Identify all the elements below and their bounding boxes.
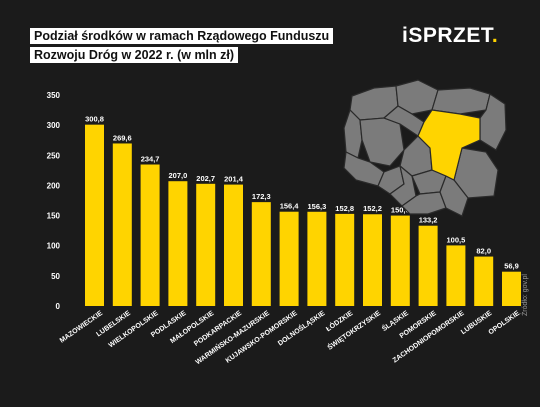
chart-title-line-1: Podział środków w ramach Rządowego Fundu… (30, 28, 334, 44)
map-region-wielkopolskie (359, 117, 405, 167)
data-label: 300,8 (85, 115, 104, 124)
y-tick-label: 0 (56, 302, 61, 311)
data-label: 56,9 (504, 262, 519, 271)
y-tick-label: 300 (47, 121, 61, 130)
bar (112, 143, 132, 306)
data-label: 201,4 (224, 175, 244, 184)
x-tick-label: ŚWIĘTOKRZYSKIE (325, 308, 382, 352)
bar (196, 183, 216, 306)
data-label: 100,5 (447, 235, 466, 244)
data-label: 82,0 (476, 247, 491, 256)
y-tick-label: 200 (47, 181, 61, 190)
bar (224, 184, 243, 306)
x-tick-label: WIELKOPOLSKIE (108, 310, 160, 350)
data-label: 234,7 (141, 155, 160, 164)
data-label: 152,2 (363, 204, 382, 213)
bar (279, 211, 299, 306)
y-tick-label: 150 (47, 212, 61, 221)
poland-map (343, 79, 507, 217)
bar (85, 124, 104, 306)
logo-prefix: i (402, 24, 409, 47)
bar (307, 211, 327, 306)
data-label: 156,3 (308, 202, 327, 211)
brand-logo: iSPRZET. (402, 24, 498, 48)
bar (418, 225, 438, 306)
bar (363, 214, 382, 306)
data-label: 172,3 (252, 192, 271, 201)
data-label: 207,0 (169, 171, 188, 180)
y-tick-label: 50 (51, 272, 60, 281)
data-label: 202,7 (196, 174, 215, 183)
data-label: 156,4 (280, 202, 300, 211)
logo-main: SPRZET (408, 24, 492, 47)
y-tick-label: 250 (47, 151, 61, 160)
chart-title-line-2: Rozwoju Dróg w 2022 r. (w mln zł) (30, 47, 239, 63)
source-note: Źródło: gov.pl (522, 274, 529, 316)
chart-title: Podział środków w ramach Rządowego Fundu… (30, 27, 334, 65)
bar (335, 213, 355, 306)
data-label: 150,0 (391, 206, 410, 215)
bar (168, 181, 188, 306)
y-axis: 0 50 100 150 200 250 300 350 (47, 91, 61, 311)
bar (390, 215, 410, 306)
data-label: 152,8 (335, 204, 354, 213)
x-tick-label: OPOLSKIE (487, 310, 521, 337)
x-tick-label: DOLNOŚLĄSKIE (276, 308, 327, 347)
bar (140, 164, 160, 306)
logo-dot: . (491, 24, 499, 47)
y-tick-label: 100 (47, 242, 61, 251)
data-label: 133,2 (419, 216, 438, 225)
x-tick-label: MAZOWIECKIE (59, 310, 105, 345)
y-tick-label: 350 (47, 91, 61, 100)
bar (502, 271, 521, 306)
bar (251, 202, 271, 306)
bar (446, 245, 466, 306)
bar (474, 256, 494, 306)
data-label: 269,6 (113, 133, 132, 142)
map-region-warminsko-mazurskie (431, 87, 491, 115)
map-region-podlaskie (479, 93, 507, 151)
map-region-mazowieckie (417, 109, 481, 181)
x-tick-label: PODKARPACKIE (193, 310, 243, 348)
